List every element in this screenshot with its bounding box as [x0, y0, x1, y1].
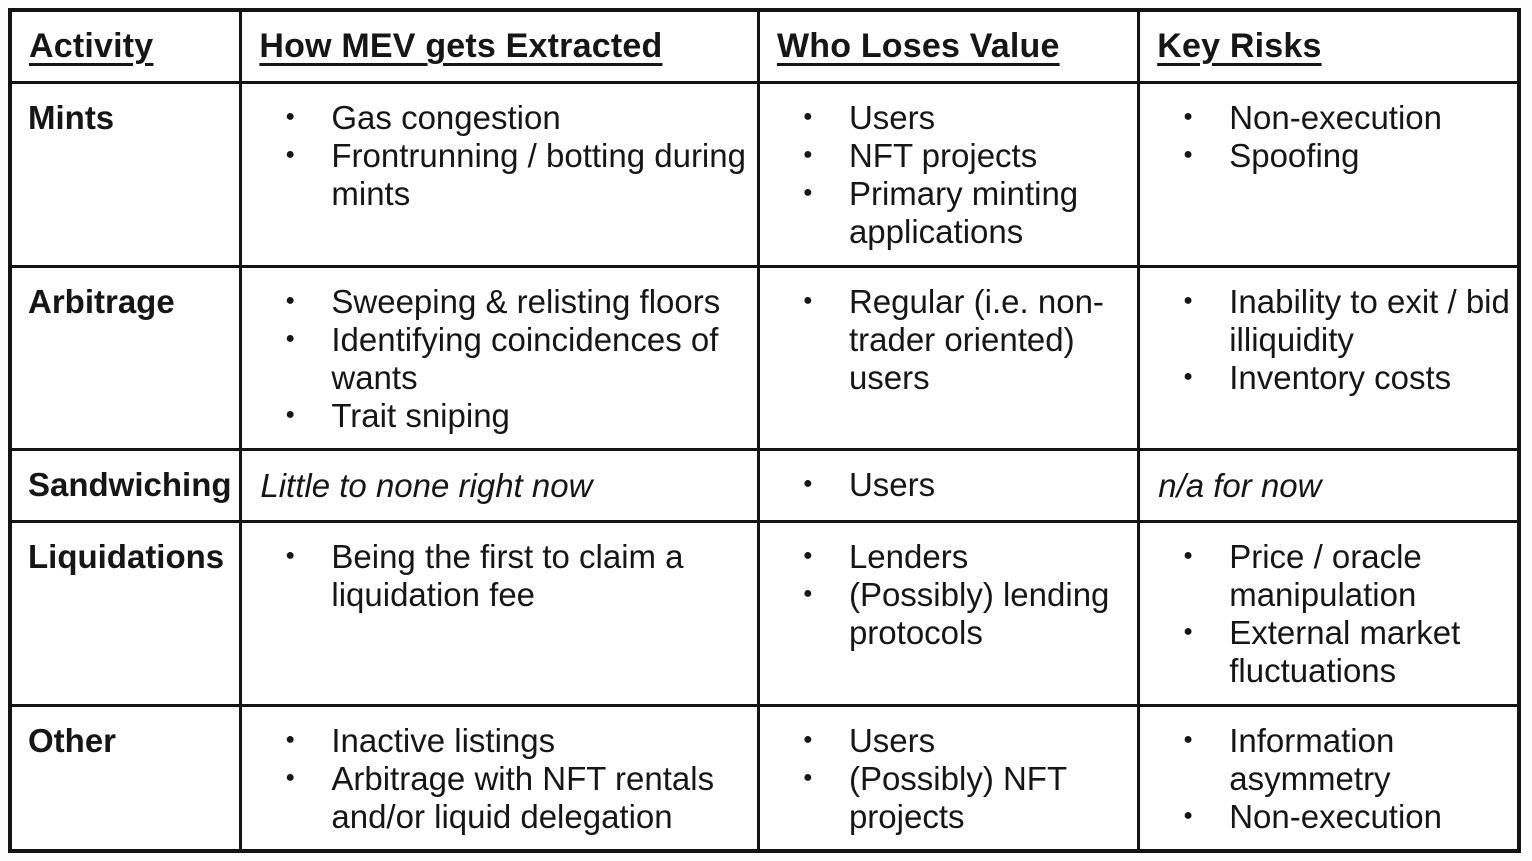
col-header-activity-label: Activity: [29, 26, 154, 65]
header-row: Activity How MEV gets Extracted Who Lose…: [8, 8, 1521, 84]
who-cell: Users: [756, 447, 1141, 523]
bullet-item: Information asymmetry: [1142, 721, 1512, 798]
bullet-list: Users NFT projects Primary minting appli…: [761, 85, 1135, 263]
col-header-how-mev: How MEV gets Extracted: [239, 8, 760, 84]
bullet-item: Trait sniping: [244, 396, 752, 435]
who-cell: Users NFT projects Primary minting appli…: [756, 80, 1141, 268]
how-cell: Being the first to claim a liquidation f…: [239, 519, 760, 707]
italic-note: n/a for now: [1158, 466, 1322, 504]
bullet-list: Information asymmetry Non-execution: [1142, 708, 1516, 848]
who-cell: Users (Possibly) NFT projects: [756, 703, 1141, 852]
bullet-item: Spoofing: [1142, 136, 1512, 175]
risks-cell: Inability to exit / bid illiquidity Inve…: [1137, 264, 1521, 451]
col-header-activity: Activity: [8, 8, 243, 84]
bullet-list: Price / oracle manipulation External mar…: [1142, 524, 1516, 702]
table-row-mints: Mints Gas congestion Frontrunning / bott…: [8, 80, 1521, 268]
col-header-key-risks: Key Risks: [1137, 8, 1521, 84]
bullet-item: Arbitrage with NFT rentals and/or liquid…: [244, 759, 752, 836]
bullet-list: Sweeping & relisting floors Identifying …: [244, 269, 756, 446]
bullet-item: Inactive listings: [244, 721, 752, 760]
bullet-list: Inactive listings Arbitrage with NFT ren…: [244, 708, 756, 848]
who-cell: Lenders (Possibly) lending protocols: [756, 519, 1141, 707]
bullet-list: Lenders (Possibly) lending protocols: [761, 524, 1135, 664]
activity-cell: Liquidations: [8, 519, 243, 707]
bullet-item: NFT projects: [761, 136, 1132, 175]
how-cell: Gas congestion Frontrunning / botting du…: [239, 80, 760, 268]
bullet-list: Being the first to claim a liquidation f…: [244, 524, 756, 626]
bullet-item: Being the first to claim a liquidation f…: [244, 537, 752, 614]
bullet-item: External market fluctuations: [1142, 613, 1512, 690]
col-header-who-loses-label: Who Loses Value: [776, 26, 1060, 65]
bullet-item: Sweeping & relisting floors: [244, 282, 752, 321]
risks-cell: Non-execution Spoofing: [1137, 80, 1521, 268]
table-row-liquidations: Liquidations Being the first to claim a …: [8, 519, 1521, 707]
bullet-item: Users: [761, 98, 1132, 137]
bullet-item: (Possibly) lending protocols: [761, 575, 1132, 652]
how-cell: Little to none right now: [239, 447, 760, 523]
bullet-list: Non-execution Spoofing: [1142, 85, 1516, 187]
bullet-list: Inability to exit / bid illiquidity Inve…: [1142, 269, 1516, 409]
bullet-item: Gas congestion: [244, 98, 752, 137]
col-header-how-mev-label: How MEV gets Extracted: [259, 26, 663, 65]
bullet-list: Regular (i.e. non-trader oriented) users: [761, 269, 1135, 409]
table-row-other: Other Inactive listings Arbitrage with N…: [8, 703, 1521, 852]
bullet-item: Frontrunning / botting during mints: [244, 136, 752, 213]
how-cell: Inactive listings Arbitrage with NFT ren…: [239, 703, 760, 852]
activity-cell: Mints: [8, 80, 243, 268]
bullet-list: Gas congestion Frontrunning / botting du…: [244, 85, 756, 225]
bullet-item: Primary minting applications: [761, 174, 1132, 251]
risks-cell: Information asymmetry Non-execution: [1137, 703, 1521, 852]
mev-table: Activity How MEV gets Extracted Who Lose…: [8, 8, 1521, 853]
bullet-item: Identifying coincidences of wants: [244, 320, 752, 397]
risks-cell: Price / oracle manipulation External mar…: [1137, 519, 1521, 707]
table-row-arbitrage: Arbitrage Sweeping & relisting floors Id…: [8, 264, 1521, 451]
table-row-sandwiching: Sandwiching Little to none right now Use…: [8, 447, 1521, 523]
bullet-list: Users: [761, 452, 1135, 516]
bullet-item: Lenders: [761, 537, 1132, 576]
bullet-list: Users (Possibly) NFT projects: [761, 708, 1135, 848]
who-cell: Regular (i.e. non-trader oriented) users: [756, 264, 1141, 451]
activity-cell: Sandwiching: [8, 447, 243, 523]
activity-cell: Arbitrage: [8, 264, 243, 451]
activity-cell: Other: [8, 703, 243, 852]
risks-cell: n/a for now: [1137, 447, 1521, 523]
bullet-item: Inventory costs: [1142, 358, 1512, 397]
bullet-item: Inability to exit / bid illiquidity: [1142, 282, 1512, 359]
bullet-item: (Possibly) NFT projects: [761, 759, 1132, 836]
bullet-item: Users: [761, 465, 1132, 504]
italic-note: Little to none right now: [260, 466, 593, 504]
bullet-item: Regular (i.e. non-trader oriented) users: [761, 282, 1132, 397]
col-header-key-risks-label: Key Risks: [1157, 26, 1322, 65]
bullet-item: Users: [761, 721, 1132, 760]
bullet-item: Price / oracle manipulation: [1142, 537, 1512, 614]
how-cell: Sweeping & relisting floors Identifying …: [239, 264, 760, 451]
bullet-item: Non-execution: [1142, 98, 1512, 137]
bullet-item: Non-execution: [1142, 797, 1512, 836]
col-header-who-loses: Who Loses Value: [756, 8, 1141, 84]
